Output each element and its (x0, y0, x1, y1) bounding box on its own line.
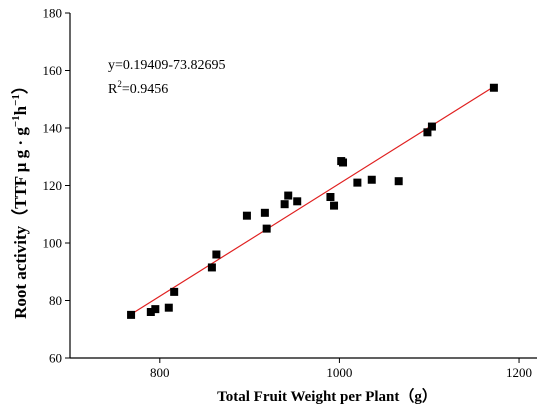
x-axis-title: Total Fruit Weight per Plant（g） (217, 387, 437, 405)
y-axis-title: Root activity（TTF μ g · g−1h−1） (10, 77, 30, 319)
y-tick-label: 100 (43, 236, 63, 251)
r-squared-value: =0.9456 (122, 82, 168, 97)
y-axis-title-mid: h (11, 105, 30, 115)
data-point (427, 122, 436, 131)
data-point (353, 178, 362, 187)
y-tick-label: 80 (49, 293, 62, 308)
data-point (394, 177, 403, 186)
data-point (293, 197, 302, 206)
x-tick-label: 1000 (326, 365, 352, 380)
y-tick-label: 160 (43, 63, 63, 78)
r-squared-superscript: 2 (117, 79, 122, 89)
data-point (164, 303, 173, 312)
data-point (260, 208, 269, 217)
data-point (330, 201, 339, 210)
r-squared-prefix: R (108, 82, 118, 97)
y-axis-title-sup1: −1 (10, 115, 22, 127)
regression-fit-line (130, 86, 495, 315)
data-point (242, 211, 251, 220)
data-point (146, 308, 155, 316)
y-tick-label: 60 (49, 351, 62, 366)
data-point (423, 128, 432, 137)
data-point (280, 200, 289, 209)
y-tick-label: 120 (43, 178, 63, 193)
data-point (284, 191, 293, 200)
y-tick-label: 180 (43, 6, 63, 21)
y-tick-label: 140 (43, 121, 63, 136)
ticks-layer: 60 80 100 120 140 160 180 800 1000 1200 (43, 6, 533, 381)
r-squared-annotation: R2=0.9456 (108, 79, 168, 97)
data-point (367, 175, 376, 184)
data-point (262, 224, 271, 233)
data-point (339, 158, 348, 167)
x-tick-label: 800 (150, 365, 170, 380)
y-axis-title-sup2: −1 (10, 94, 22, 106)
data-point (151, 305, 160, 314)
x-tick-label: 1200 (506, 365, 532, 380)
data-point (207, 263, 216, 272)
data-point (489, 83, 498, 92)
equation-annotation: y=0.19409-73.82695 (108, 58, 226, 73)
y-axis-title-end: ） (10, 77, 30, 94)
data-point (212, 250, 221, 259)
data-point (127, 310, 136, 319)
data-point (326, 193, 335, 201)
y-axis-title-main: Root activity（TTF μ g · g (10, 127, 30, 319)
points-layer (127, 83, 498, 319)
data-point (170, 287, 179, 296)
